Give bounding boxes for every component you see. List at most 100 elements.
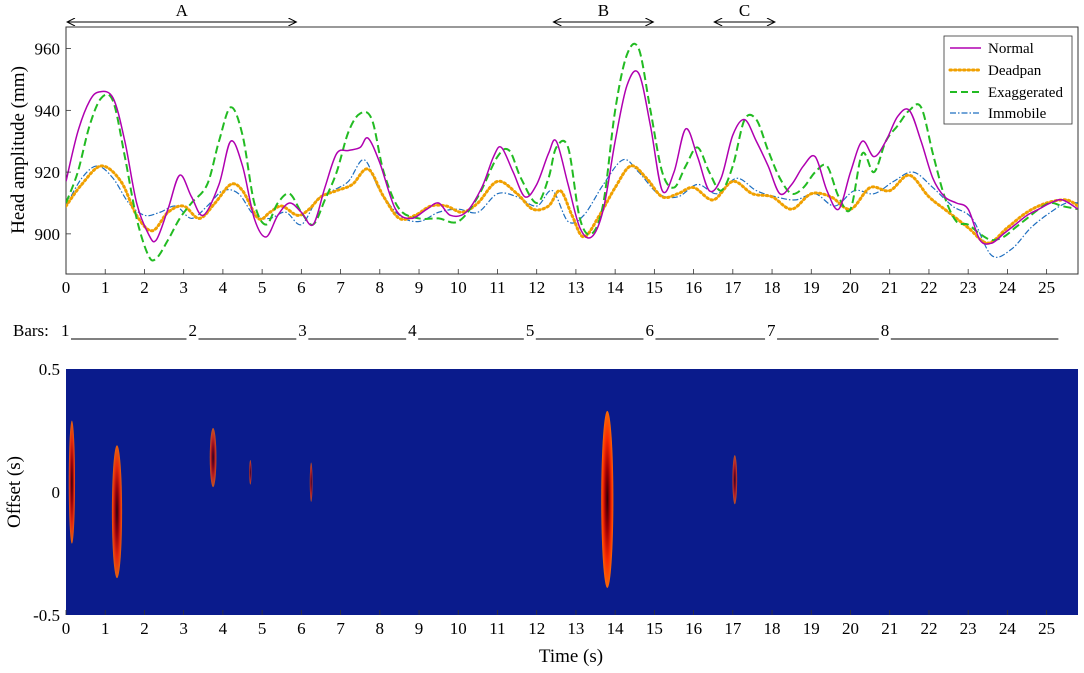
bottom-x-tick-label: 12: [528, 619, 545, 638]
bar-marker-label: 4: [408, 321, 417, 340]
top-x-tick-label: 12: [528, 278, 545, 297]
heatmap-background: [66, 369, 1078, 615]
top-x-tick-label: 17: [724, 278, 742, 297]
top-x-tick-label: 23: [960, 278, 977, 297]
bottom-x-tick-label: 23: [960, 619, 977, 638]
bottom-y-tick-label: 0: [52, 483, 61, 502]
bottom-x-tick-label: 8: [376, 619, 385, 638]
heatmap-blob: [601, 410, 614, 588]
bars-row: Bars: 1 2 3 4 5 6 7 8: [13, 321, 1059, 340]
bar-marker-label: 7: [767, 321, 776, 340]
bottom-x-tick-label: 2: [140, 619, 149, 638]
top-y-tick-label: 920: [35, 163, 61, 182]
bar-marker-label: 5: [526, 321, 535, 340]
bottom-x-tick-label: 17: [724, 619, 742, 638]
bars-prefix: Bars:: [13, 321, 49, 340]
heatmap-blob: [209, 428, 217, 488]
bottom-x-ticks: 0 1 2 3 4 5 6 7 8 9 10 11 12 13 14 15 16 17 18 19 20 21 22 23 24…: [62, 610, 1055, 638]
bottom-x-tick-label: 1: [101, 619, 110, 638]
top-y-tick-label: 940: [35, 101, 61, 120]
top-plot-area: [65, 26, 1079, 275]
top-x-tick-label: 22: [920, 278, 937, 297]
top-x-tick-label: 14: [607, 278, 625, 297]
bottom-y-tick-label: 0.5: [39, 360, 60, 379]
heatmap-blob: [249, 460, 252, 485]
top-x-tick-label: 10: [450, 278, 467, 297]
top-x-tick-label: 21: [881, 278, 898, 297]
top-x-tick-label: 15: [646, 278, 663, 297]
heatmap-blob: [68, 420, 76, 544]
legend: Normal Deadpan Exaggerated Immobile: [943, 35, 1073, 125]
bottom-y-ticks: -0.5 0 0.5: [33, 360, 60, 625]
bar-marker-label: 6: [645, 321, 654, 340]
top-x-tick-label: 4: [219, 278, 228, 297]
legend-label-deadpan: Deadpan: [988, 63, 1042, 79]
bottom-x-tick-label: 7: [336, 619, 345, 638]
top-x-tick-label: 20: [842, 278, 859, 297]
bottom-x-tick-label: 19: [803, 619, 820, 638]
bottom-x-tick-label: 11: [489, 619, 505, 638]
top-x-tick-label: 5: [258, 278, 267, 297]
top-x-tick-label: 8: [376, 278, 385, 297]
annotation-label-a: A: [176, 1, 189, 20]
top-x-tick-label: 0: [62, 278, 71, 297]
head-amplitude-chart: 0 1 2 3 4 5 6 7 8 9 10 11 12 13 14 15 16 17 18 19 20 21 22 23 24…: [8, 1, 1079, 297]
bottom-x-tick-label: 21: [881, 619, 898, 638]
annotation-label-c: C: [739, 1, 750, 20]
bottom-x-tick-label: 14: [607, 619, 625, 638]
series-line-immobile: [66, 158, 1078, 258]
bar-marker-label: 1: [61, 321, 70, 340]
bottom-x-tick-label: 16: [685, 619, 702, 638]
top-y-tick-label: 960: [35, 40, 61, 59]
top-x-tick-label: 24: [999, 278, 1017, 297]
top-x-tick-label: 2: [140, 278, 149, 297]
top-x-tick-label: 1: [101, 278, 110, 297]
top-x-tick-label: 16: [685, 278, 702, 297]
legend-label-exaggerated: Exaggerated: [988, 85, 1063, 101]
bar-marker-label: 8: [881, 321, 890, 340]
series-line-exaggerated: [66, 42, 1078, 262]
bottom-x-axis-label: Time (s): [539, 646, 603, 667]
bottom-x-tick-label: 20: [842, 619, 859, 638]
bottom-x-tick-label: 25: [1038, 619, 1055, 638]
series-line-normal: [66, 70, 1078, 245]
bottom-x-tick-label: 24: [999, 619, 1017, 638]
series-line-deadpan: [66, 164, 1078, 245]
bottom-x-tick-label: 13: [567, 619, 584, 638]
top-x-tick-label: 25: [1038, 278, 1055, 297]
offset-heatmap: 0 1 2 3 4 5 6 7 8 9 10 11 12 13 14 15 16 17 18 19 20 21 22 23 24…: [4, 360, 1078, 667]
heatmap-blob: [309, 462, 313, 502]
legend-label-immobile: Immobile: [988, 106, 1047, 122]
bottom-x-tick-label: 0: [62, 619, 71, 638]
bottom-x-tick-label: 10: [450, 619, 467, 638]
annotation-label-b: B: [598, 1, 609, 20]
top-y-ticks: 900 920 940 960: [35, 40, 71, 244]
top-x-tick-label: 7: [336, 278, 345, 297]
heatmap-blobs: [68, 410, 738, 588]
bottom-x-tick-label: 22: [920, 619, 937, 638]
top-y-axis-label: Head amplitude (mm): [8, 66, 29, 234]
bar-marker-label: 2: [188, 321, 197, 340]
bottom-x-tick-label: 6: [297, 619, 306, 638]
bar-marker-label: 3: [298, 321, 307, 340]
top-x-tick-label: 9: [415, 278, 424, 297]
top-x-ticks: 0 1 2 3 4 5 6 7 8 9 10 11 12 13 14 15 16 17 18 19 20 21 22 23 24…: [62, 269, 1055, 297]
top-y-tick-label: 900: [35, 225, 61, 244]
top-x-tick-label: 3: [179, 278, 188, 297]
heatmap-blob: [111, 445, 123, 579]
bottom-y-axis-label: Offset (s): [4, 456, 25, 528]
bottom-x-tick-label: 3: [179, 619, 188, 638]
bottom-x-tick-label: 9: [415, 619, 424, 638]
bottom-x-tick-label: 18: [764, 619, 781, 638]
legend-box: [943, 35, 1073, 125]
top-x-tick-label: 13: [567, 278, 584, 297]
top-x-tick-label: 19: [803, 278, 820, 297]
bottom-x-tick-label: 15: [646, 619, 663, 638]
legend-label-normal: Normal: [988, 41, 1034, 57]
top-x-tick-label: 6: [297, 278, 306, 297]
bottom-x-tick-label: 4: [219, 619, 228, 638]
top-x-tick-label: 11: [489, 278, 505, 297]
heatmap-blob: [732, 455, 738, 505]
bottom-x-tick-label: 5: [258, 619, 267, 638]
